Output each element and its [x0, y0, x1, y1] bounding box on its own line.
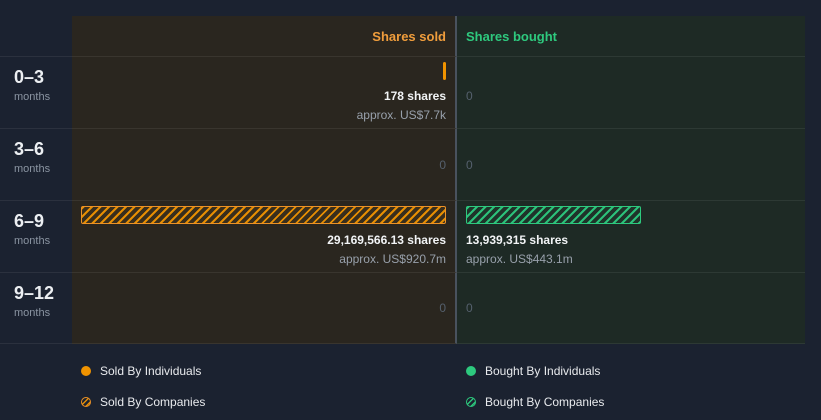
period-label-3-6: 3–6 months [0, 128, 72, 200]
bought-approx-value: approx. US$443.1m [466, 252, 573, 267]
shares-sold-header: Shares sold [72, 16, 457, 56]
legend-bought-individuals[interactable]: Bought By Individuals [466, 360, 805, 382]
bought-companies-dot-icon [466, 397, 476, 407]
sold-shares-value: 29,169,566.13 shares [327, 233, 446, 247]
period-label-9-12: 9–12 months [0, 272, 72, 344]
sold-cell-9-12: 0 [72, 272, 457, 344]
legend-label: Sold By Individuals [100, 364, 202, 378]
bought-zero-value: 0 [466, 157, 473, 172]
period-value: 6–9 [14, 211, 45, 231]
sold-individuals-dot-icon [81, 366, 91, 376]
bought-bar-6-9 [466, 206, 641, 224]
sold-companies-dot-icon [81, 397, 91, 407]
bought-cell-9-12: 0 [457, 272, 805, 344]
period-value: 9–12 [14, 283, 55, 303]
sold-cell-3-6: 0 [72, 128, 457, 200]
bought-cell-6-9: 13,939,315 shares approx. US$443.1m [457, 200, 805, 272]
period-value: 3–6 [14, 139, 45, 159]
sold-cell-6-9: 29,169,566.13 shares approx. US$920.7m [72, 200, 457, 272]
period-value: 0–3 [14, 67, 45, 87]
shares-sold-header-label: Shares sold [372, 28, 446, 44]
sold-zero-value: 0 [439, 157, 446, 172]
period-label-6-9: 6–9 months [0, 200, 72, 272]
sold-approx-value: approx. US$920.7m [339, 252, 446, 267]
sold-zero-value: 0 [439, 301, 446, 315]
bought-individuals-dot-icon [466, 366, 476, 376]
legend-sold-individuals[interactable]: Sold By Individuals [81, 360, 457, 382]
shares-bought-header-label: Shares bought [466, 28, 558, 44]
legend-label: Bought By Individuals [485, 364, 601, 378]
period-label-0-3: 0–3 months [0, 56, 72, 128]
period-unit: months [14, 235, 51, 247]
chart-grid: Shares sold Shares bought 0–3 months 178… [0, 16, 805, 344]
period-unit: months [14, 307, 51, 319]
period-unit: months [14, 91, 51, 103]
bought-cell-0-3: 0 [457, 56, 805, 128]
legend-bought-column: Bought By Individuals Bought By Companie… [457, 360, 805, 420]
legend-bought-companies[interactable]: Bought By Companies [466, 391, 805, 413]
sold-cell-0-3: 178 shares approx. US$7.7k [72, 56, 457, 128]
legend-sold-companies[interactable]: Sold By Companies [81, 391, 457, 413]
sold-bar-0-3 [443, 62, 446, 80]
period-unit: months [14, 163, 51, 175]
bought-cell-3-6: 0 [457, 128, 805, 200]
bought-shares-value: 13,939,315 shares [466, 233, 569, 247]
sold-approx-value: approx. US$7.7k [356, 108, 446, 123]
bought-zero-value: 0 [466, 301, 473, 315]
chart-legend: Sold By Individuals Sold By Companies Bo… [72, 360, 805, 420]
bought-zero-value: 0 [466, 89, 473, 103]
sold-shares-value: 178 shares [383, 89, 446, 103]
legend-sold-column: Sold By Individuals Sold By Companies [72, 360, 457, 420]
header-spacer [0, 16, 72, 56]
legend-label: Sold By Companies [100, 395, 206, 409]
sold-bar-6-9 [81, 206, 446, 224]
shares-bought-header: Shares bought [457, 16, 805, 56]
legend-label: Bought By Companies [485, 395, 605, 409]
